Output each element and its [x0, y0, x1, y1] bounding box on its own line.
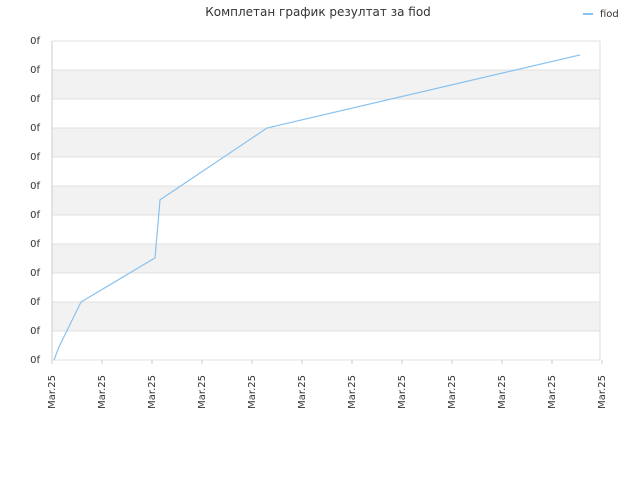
x-tick-label: Mar.25 — [47, 375, 58, 409]
x-tick-label: Mar.25 — [547, 375, 558, 409]
y-tick-label: 0f — [30, 239, 40, 250]
x-tick-label: Mar.25 — [597, 375, 608, 409]
y-tick-label: 0f — [30, 65, 40, 76]
y-tick-label: 0f — [30, 123, 40, 134]
band — [52, 244, 600, 273]
x-tick-label: Mar.25 — [247, 375, 258, 409]
series-line — [53, 54, 581, 361]
x-tick-label: Mar.25 — [197, 375, 208, 409]
x-tick-label: Mar.25 — [147, 375, 158, 409]
y-tick-label: 0f — [30, 152, 40, 163]
chart-title: Комплетан график резултат за fiod — [205, 5, 431, 19]
legend-label: fiod — [600, 9, 619, 20]
y-tick-label: 0f — [30, 181, 40, 192]
x-tick-label: Mar.25 — [397, 375, 408, 409]
x-tick-label: Mar.25 — [497, 375, 508, 409]
y-tick-label: 0f — [30, 36, 40, 47]
band — [52, 70, 600, 99]
x-tick-label: Mar.25 — [347, 375, 358, 409]
y-tick-label: 0f — [30, 94, 40, 105]
y-tick-label: 0f — [30, 268, 40, 279]
x-tick-label: Mar.25 — [97, 375, 108, 409]
x-tick-label: Mar.25 — [297, 375, 308, 409]
y-tick-label: 0f — [30, 326, 40, 337]
y-tick-label: 0f — [30, 297, 40, 308]
band — [52, 128, 600, 157]
y-tick-label: 0f — [30, 355, 40, 366]
band — [52, 186, 600, 215]
y-tick-label: 0f — [30, 210, 40, 221]
band — [52, 302, 600, 331]
x-tick-label: Mar.25 — [447, 375, 458, 409]
